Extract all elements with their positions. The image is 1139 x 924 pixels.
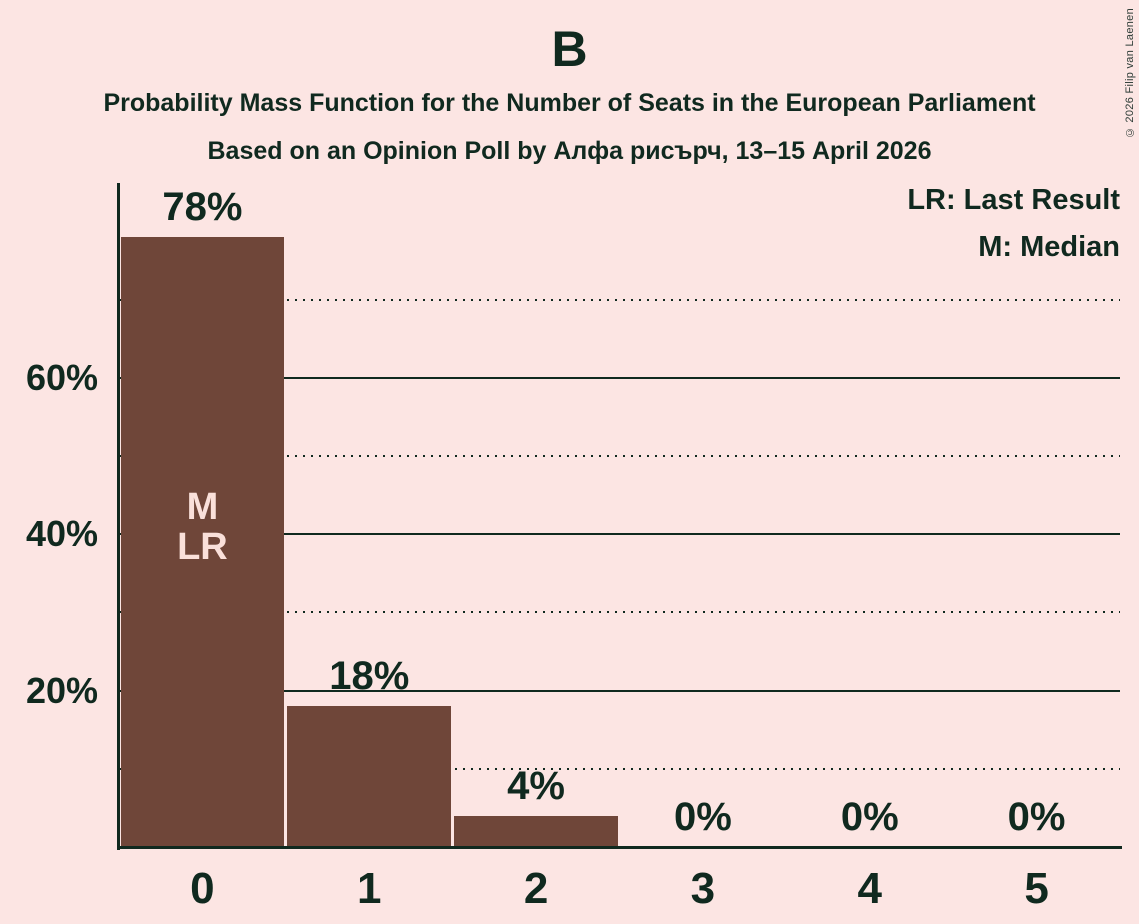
annotation-line-lr: LR xyxy=(177,526,228,568)
bar-seats-2 xyxy=(454,815,618,847)
annotation-line-m: M xyxy=(186,486,219,528)
gridline-major-40pct xyxy=(119,533,1120,536)
bar-value-label-1: 18% xyxy=(329,654,410,699)
bar-seats-1 xyxy=(287,706,452,847)
bar-value-label-4: 0% xyxy=(840,795,899,839)
median-last-result-annotation: M LR xyxy=(119,487,286,567)
y-axis xyxy=(117,183,120,850)
x-tick-label-0: 0 xyxy=(190,864,215,913)
x-tick-label-4: 4 xyxy=(857,864,882,913)
bar-seats-0 xyxy=(120,237,285,847)
x-tick-label-1: 1 xyxy=(357,864,382,913)
gridline-major-20pct xyxy=(119,689,1120,692)
gridline-minor-70pct xyxy=(119,298,1120,301)
bar-value-label-0: 78% xyxy=(162,185,243,229)
y-tick-label-60pct: 60% xyxy=(25,356,98,398)
gridline-minor-30pct xyxy=(119,611,1120,614)
x-tick-label-5: 5 xyxy=(1024,864,1049,913)
chart-subtitle: Probability Mass Function for the Number… xyxy=(103,89,1036,117)
x-tick-label-3: 3 xyxy=(690,864,716,913)
x-axis xyxy=(117,846,1122,849)
legend-median: M: Median xyxy=(978,231,1120,263)
x-tick-label-2: 2 xyxy=(523,864,549,913)
bar-value-label-5: 0% xyxy=(1007,795,1066,839)
gridline-minor-10pct xyxy=(119,767,1120,770)
y-tick-label-40pct: 40% xyxy=(25,513,98,555)
bar-value-label-3: 0% xyxy=(674,795,732,839)
legend-last-result: LR: Last Result xyxy=(907,184,1120,216)
legend: LR: Last Result M: Median xyxy=(907,177,1120,271)
gridline-major-60pct xyxy=(119,376,1120,379)
chart-poll-line: Based on an Opinion Poll by Алфа рисърч,… xyxy=(207,137,932,165)
bar-value-label-2: 4% xyxy=(507,763,565,808)
page-title: B xyxy=(551,21,588,77)
gridline-minor-50pct xyxy=(119,454,1120,457)
y-tick-label-20pct: 20% xyxy=(25,669,98,711)
